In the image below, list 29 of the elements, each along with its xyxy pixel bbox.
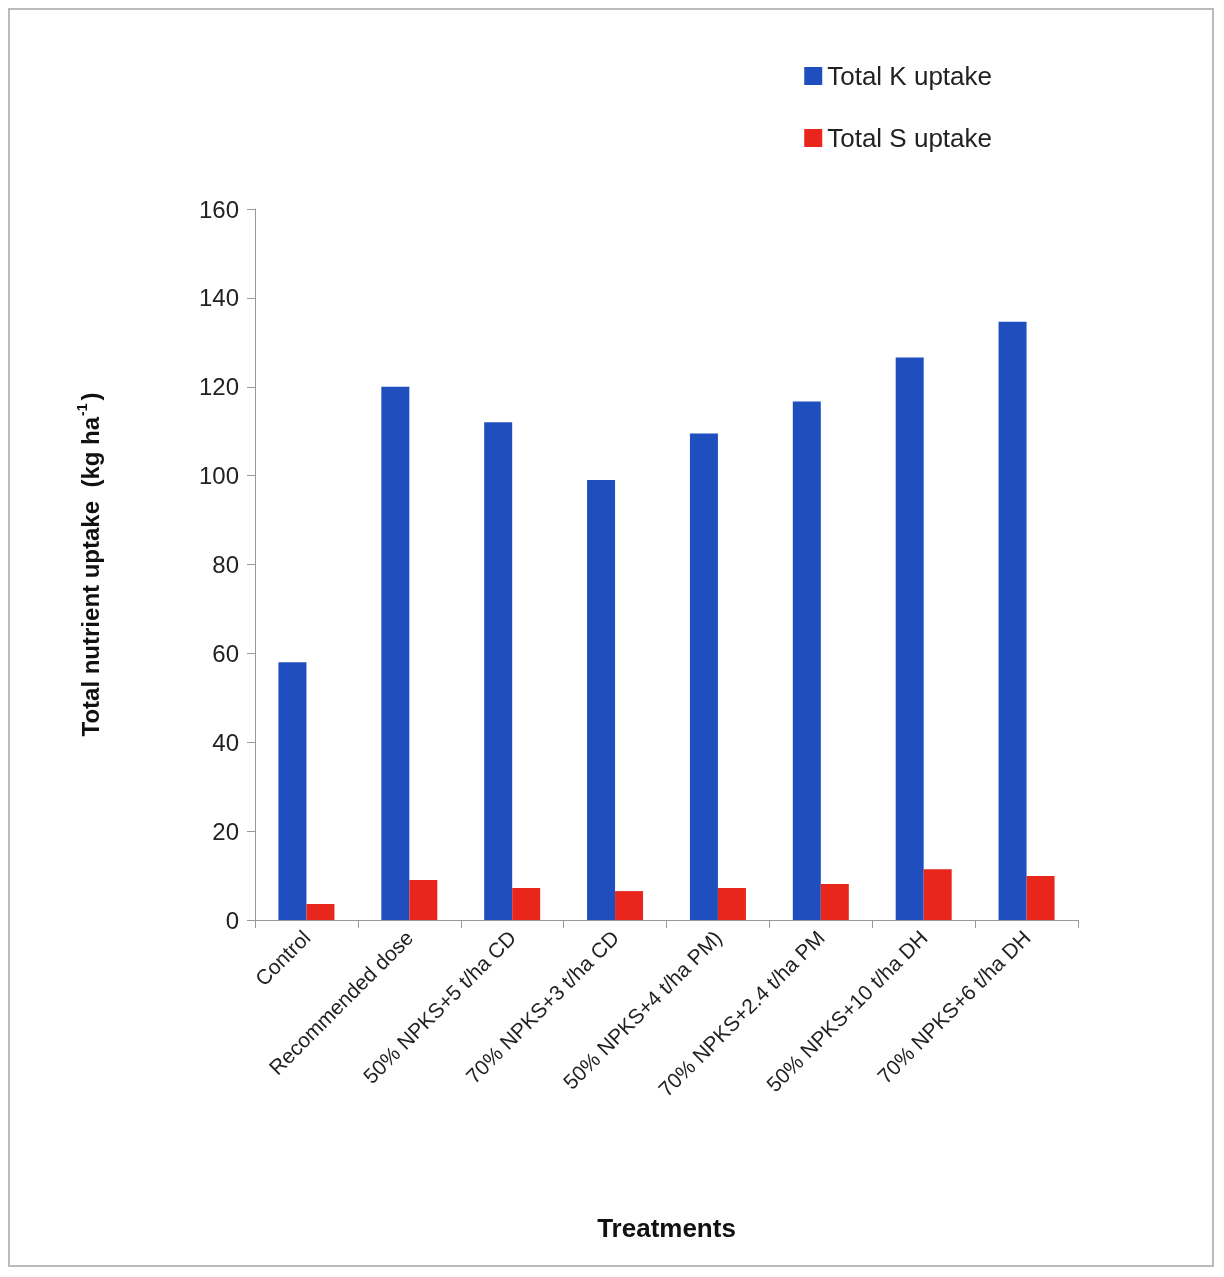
bar [409, 880, 438, 920]
legend-label: Total S uptake [827, 123, 993, 153]
bar [717, 888, 746, 920]
y-tick-label: 120 [198, 373, 239, 401]
legend-label: Total K uptake [827, 61, 993, 91]
y-tick-label: 100 [198, 462, 239, 490]
bar [484, 422, 513, 920]
y-tick-label: 40 [212, 728, 239, 756]
bar [689, 433, 718, 920]
bar [820, 884, 849, 920]
bar [306, 904, 335, 920]
bar [792, 401, 821, 920]
bar [512, 888, 541, 920]
bar [1026, 876, 1055, 920]
y-tick-label: 140 [198, 284, 239, 312]
y-tick-label: 60 [212, 639, 239, 667]
y-tick-label: 20 [212, 817, 239, 845]
x-axis-title: Treatments [597, 1213, 736, 1243]
bar [895, 357, 924, 920]
bar [278, 662, 307, 920]
bar [998, 321, 1027, 920]
bar [381, 386, 410, 920]
y-axis-title: Total nutrient uptake (kg ha-1) [74, 392, 104, 737]
bar [587, 480, 616, 920]
bar [615, 891, 644, 920]
y-tick-label: 0 [225, 906, 239, 934]
y-tick-label: 80 [212, 551, 239, 578]
bar [923, 869, 952, 920]
y-tick-label: 160 [198, 195, 239, 223]
